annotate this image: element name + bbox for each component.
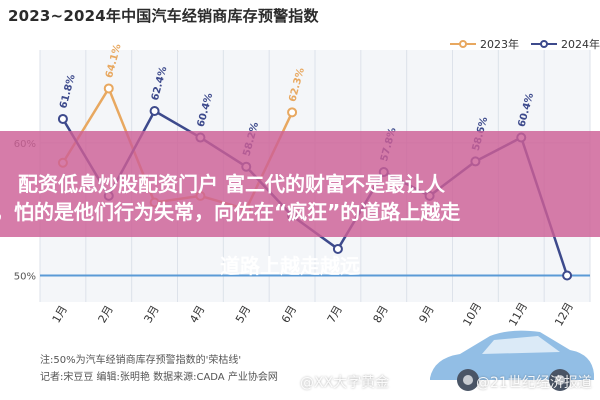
x-tick-label: 8月 <box>371 303 391 325</box>
watermark-right: @21世纪经济报道 <box>476 375 592 391</box>
footer-credit: 记者:宋豆豆 编辑:张明艳 数据来源:CADA 产业协会网 <box>40 372 278 383</box>
x-tick-label: 1月 <box>50 303 70 325</box>
legend-swatch-2023 <box>450 40 476 48</box>
watermark-left: @XX大字黄金 <box>300 375 390 391</box>
legend-label-2023: 2023年 <box>480 38 519 51</box>
car-illustration <box>430 330 594 391</box>
x-tick-label: 4月 <box>187 303 207 325</box>
overlay-headline-line3: 道路上越走越远 <box>220 254 360 278</box>
x-tick-label: 2月 <box>96 303 116 325</box>
legend: 2023年 2024年 <box>450 36 600 52</box>
data-point-2023年 <box>287 107 298 118</box>
legend-item-2023: 2023年 <box>450 36 519 52</box>
x-tick-label: 6月 <box>279 303 299 325</box>
overlay-headline-line2: ，怕的是他们行为失常，向佐在“疯狂”的道路上越走 <box>0 200 461 224</box>
data-point-2024年 <box>562 270 573 281</box>
data-point-2024年 <box>332 243 343 254</box>
y-tick-label: 50% <box>14 271 36 282</box>
x-tick-label: 5月 <box>233 303 253 325</box>
legend-item-2024: 2024年 <box>531 36 600 52</box>
chart-title: 2023~2024年中国汽车经销商库存预警指数 <box>8 7 319 25</box>
data-point-2023年 <box>103 83 114 94</box>
legend-swatch-2024 <box>531 40 557 48</box>
overlay-band <box>0 131 600 237</box>
data-point-2024年 <box>57 113 68 124</box>
x-tick-label: 7月 <box>325 303 345 325</box>
x-tick-label: 3月 <box>141 303 161 325</box>
data-point-2024年 <box>149 106 160 117</box>
legend-label-2024: 2024年 <box>561 38 600 51</box>
overlay-headline-line1: 配资低息炒股配资门户 富二代的财富不是最让人 <box>18 172 445 196</box>
footer-note: 注:50%为汽车经销商库存预警指数的'荣枯线' <box>40 355 242 366</box>
